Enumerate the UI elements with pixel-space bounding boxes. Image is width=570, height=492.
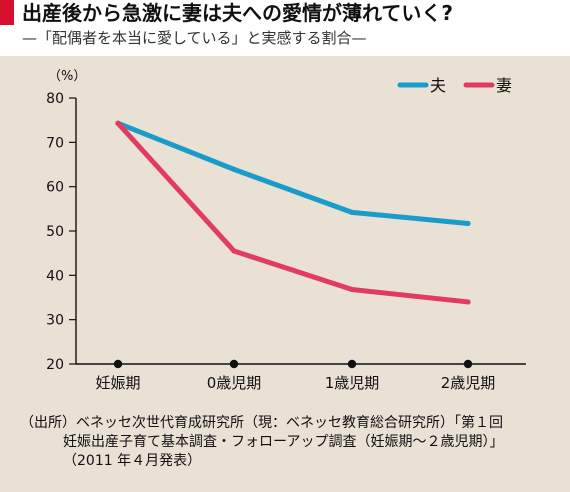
- y-tick-label-3: 50: [46, 224, 64, 240]
- x-tick-dot-3: [463, 359, 473, 369]
- chart-area: （%） 20 30 40 50 60 70 80 妊娠期 0歳児期 1歳児期 2歳児期 夫妻 （出所）…: [0, 56, 570, 492]
- data-point-husband-3: [465, 220, 471, 227]
- axes: （%） 20 30 40 50 60 70 80 妊娠期 0歳児期 1歳児期 2歳児期: [46, 69, 526, 392]
- chart-title: 出産後から急激に妻は夫への愛情が薄れていく?: [22, 1, 454, 25]
- data-point-wife-1: [231, 248, 237, 254]
- legend-label-wife: 妻: [496, 76, 512, 95]
- legend-label-husband: 夫: [430, 76, 446, 95]
- series-line-husband: [115, 120, 471, 226]
- y-tick-label-6: 80: [46, 91, 64, 107]
- source-line-3: （2011 年４月発表）: [63, 453, 202, 469]
- y-tick-label-0: 20: [46, 357, 64, 373]
- x-tick-dot-2: [347, 359, 357, 369]
- source-note: （出所）ベネッセ次世代育成研究所（現：ベネッセ教育総合研究所）「第１回 妊娠出産…: [20, 414, 560, 471]
- y-tick-label-5: 70: [46, 135, 64, 151]
- legend: 夫妻: [397, 76, 512, 95]
- series-lines: [115, 120, 471, 305]
- data-point-husband-1: [231, 166, 237, 172]
- line-chart: （%）20304050607080妊娠期 0歳児期 1歳児期 2歳児期 夫妻: [46, 69, 526, 392]
- x-tick-dot-0: [113, 359, 123, 369]
- data-point-wife-3: [465, 299, 471, 305]
- x-tick-label-0: 妊娠期: [95, 374, 140, 392]
- data-point-wife-0: [115, 120, 121, 126]
- title-accent-bar: [0, 0, 14, 25]
- x-tick-label-3: 2歳児期: [441, 374, 496, 392]
- x-tick-label-1: 0歳児期: [207, 374, 262, 392]
- source-line-2: 妊娠出産子育て基本調査・フォローアップ調査（妊娠期〜２歳児期）」: [63, 434, 504, 450]
- y-tick-label-4: 60: [46, 180, 64, 196]
- data-point-husband-2: [349, 209, 355, 215]
- x-tick-label-2: 1歳児期: [325, 374, 380, 392]
- source-line-1: （出所）ベネッセ次世代育成研究所（現：ベネッセ教育総合研究所）「第１回: [20, 415, 503, 431]
- y-axis-unit-label: （%）: [48, 69, 86, 84]
- data-point-wife-2: [349, 286, 355, 293]
- y-tick-label-2: 40: [46, 268, 64, 284]
- x-tick-dot-1: [229, 359, 239, 369]
- chart-subtitle: —「配偶者を本当に愛している」と実感する割合—: [22, 29, 367, 47]
- series-line-wife: [115, 120, 471, 305]
- header: 出産後から急激に妻は夫への愛情が薄れていく? —「配偶者を本当に愛している」と実…: [0, 0, 570, 56]
- y-tick-label-1: 30: [46, 313, 64, 329]
